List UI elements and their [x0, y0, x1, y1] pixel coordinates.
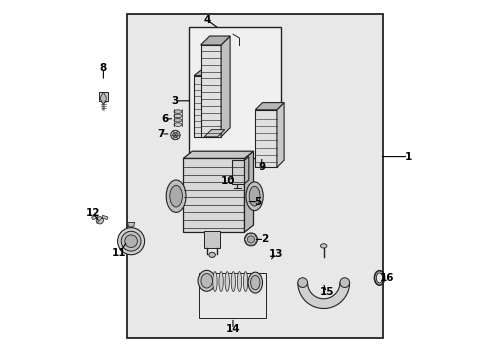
Polygon shape: [183, 151, 253, 158]
Polygon shape: [255, 103, 284, 110]
Text: 13: 13: [268, 249, 283, 259]
Ellipse shape: [247, 272, 262, 293]
Text: 5: 5: [254, 197, 261, 207]
Bar: [204, 231, 220, 248]
Circle shape: [170, 130, 180, 140]
FancyBboxPatch shape: [127, 14, 382, 338]
Ellipse shape: [174, 123, 182, 126]
Ellipse shape: [124, 235, 137, 248]
Ellipse shape: [208, 252, 215, 257]
Polygon shape: [127, 222, 134, 227]
Ellipse shape: [224, 271, 229, 292]
Polygon shape: [102, 215, 108, 220]
Ellipse shape: [245, 182, 263, 211]
Text: 9: 9: [258, 162, 265, 172]
Polygon shape: [194, 68, 221, 76]
Text: 12: 12: [86, 208, 101, 218]
Text: 16: 16: [379, 273, 393, 283]
Ellipse shape: [249, 186, 260, 206]
Ellipse shape: [174, 118, 182, 122]
Polygon shape: [276, 103, 284, 167]
Ellipse shape: [297, 278, 307, 287]
Ellipse shape: [212, 271, 217, 292]
Text: 15: 15: [319, 287, 333, 297]
Text: 2: 2: [260, 234, 267, 244]
Ellipse shape: [243, 271, 247, 292]
Ellipse shape: [198, 270, 215, 291]
Ellipse shape: [237, 271, 241, 292]
Circle shape: [172, 132, 178, 138]
Polygon shape: [183, 158, 244, 232]
Polygon shape: [200, 45, 221, 137]
Polygon shape: [244, 151, 253, 232]
Polygon shape: [221, 36, 230, 137]
Polygon shape: [194, 76, 212, 137]
Polygon shape: [101, 92, 106, 104]
Text: 1: 1: [404, 152, 411, 162]
Text: 8: 8: [100, 63, 107, 73]
Ellipse shape: [174, 110, 182, 113]
Ellipse shape: [121, 231, 141, 251]
Bar: [199, 273, 265, 318]
Polygon shape: [231, 160, 244, 184]
Text: 6: 6: [161, 114, 168, 124]
Polygon shape: [204, 130, 224, 137]
FancyBboxPatch shape: [188, 27, 280, 158]
Ellipse shape: [219, 271, 223, 292]
Ellipse shape: [117, 228, 144, 255]
Text: 3: 3: [171, 96, 179, 106]
Text: 11: 11: [112, 248, 126, 258]
Polygon shape: [255, 110, 276, 167]
Ellipse shape: [250, 275, 260, 290]
Polygon shape: [212, 68, 221, 137]
Ellipse shape: [166, 180, 185, 212]
Polygon shape: [200, 36, 230, 45]
Circle shape: [96, 217, 103, 224]
Ellipse shape: [231, 271, 235, 292]
Ellipse shape: [339, 278, 349, 287]
Text: 14: 14: [225, 324, 240, 334]
Text: 10: 10: [221, 176, 235, 186]
Ellipse shape: [169, 185, 182, 207]
Text: 4: 4: [203, 15, 210, 25]
Polygon shape: [99, 92, 107, 101]
Ellipse shape: [201, 274, 212, 288]
Ellipse shape: [320, 244, 326, 248]
Ellipse shape: [174, 114, 182, 118]
Circle shape: [247, 236, 254, 243]
Polygon shape: [297, 283, 349, 309]
Polygon shape: [244, 157, 248, 184]
Circle shape: [244, 233, 257, 246]
Polygon shape: [91, 215, 98, 220]
Text: 7: 7: [157, 129, 164, 139]
